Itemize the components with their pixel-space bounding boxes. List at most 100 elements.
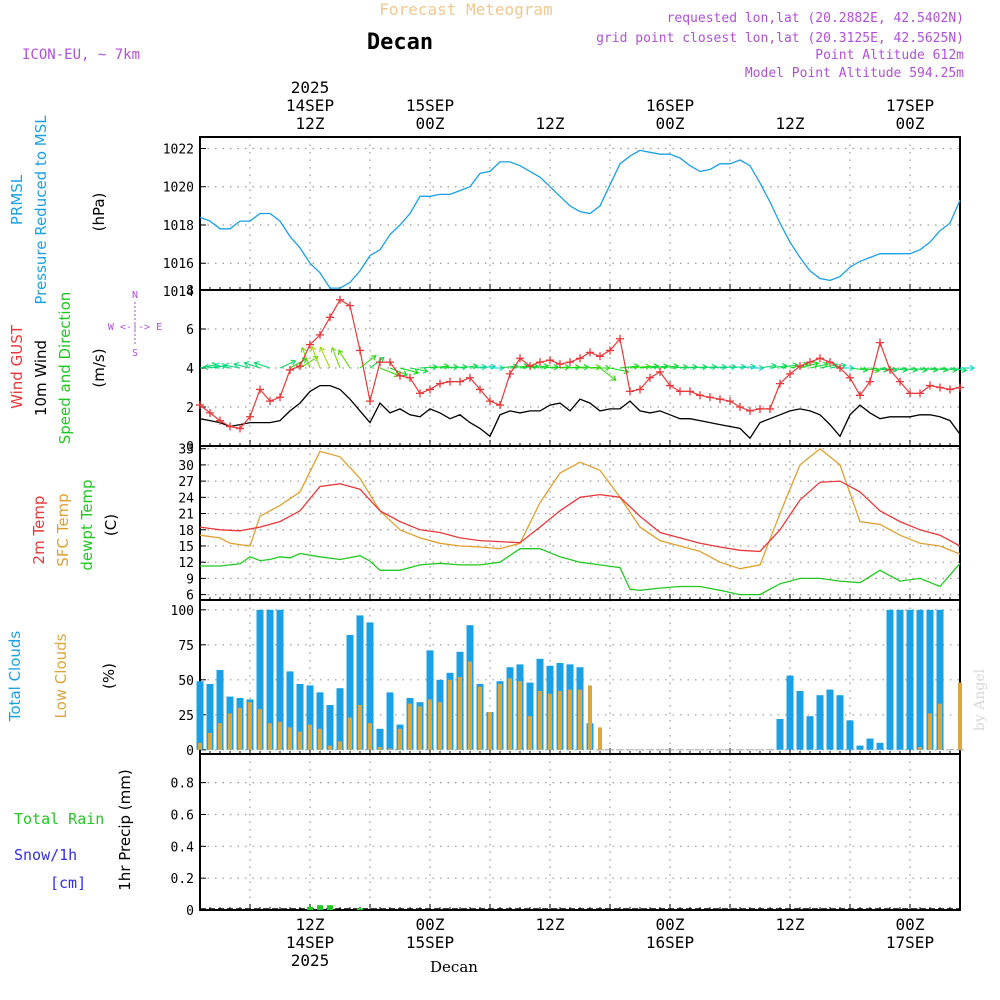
- wind-arrow-head: [422, 367, 429, 374]
- cloud-low-bar: [498, 684, 502, 750]
- wind-arrow-head: [740, 363, 747, 370]
- ytick-label: 6: [186, 589, 194, 604]
- cloud-low-bar: [528, 716, 532, 750]
- wind-arrow-head: [610, 375, 617, 381]
- wind-arrow-head: [338, 349, 344, 356]
- gust-marker: [306, 340, 314, 349]
- gust-marker: [956, 383, 964, 392]
- wind-arrow: [569, 366, 589, 369]
- gust-marker: [566, 358, 574, 367]
- wind-arrow: [949, 367, 967, 372]
- gust-marker: [406, 373, 414, 382]
- wind-arrow-head: [583, 364, 590, 371]
- ytick-label: 2: [186, 401, 194, 416]
- cloud-low-bar: [578, 689, 582, 750]
- gust-marker: [686, 387, 694, 396]
- cloud-low-bar: [408, 703, 412, 750]
- bottom-time-label: 00Z: [896, 915, 925, 934]
- bottom-caption: Decan: [430, 958, 478, 976]
- cloud-low-bar: [228, 713, 232, 750]
- location-title: Decan: [367, 30, 433, 55]
- wind-arrow: [539, 366, 559, 369]
- series-line-2m-temp: [199, 480, 961, 553]
- wind-arrow-head: [813, 361, 820, 368]
- rain-bar: [307, 906, 313, 910]
- compass-south: S: [132, 348, 138, 359]
- ytick-label: 27: [178, 475, 194, 490]
- gust-marker: [806, 358, 814, 367]
- gust-marker: [726, 397, 734, 406]
- cloud-total-bar: [796, 691, 804, 750]
- cloud-total-bar: [286, 671, 294, 750]
- cloud-total-bar: [346, 635, 354, 750]
- cloud-low-bar: [538, 691, 542, 750]
- cloud-low-bar: [288, 727, 292, 750]
- cloud-low-bar: [448, 679, 452, 750]
- top-time-label: 2025: [291, 78, 330, 97]
- pressure-unit: (hPa): [90, 193, 108, 232]
- gust-marker: [886, 365, 894, 374]
- gust-marker: [466, 373, 474, 382]
- ytick-label: 8: [186, 284, 194, 299]
- gust-marker: [386, 358, 394, 367]
- wind-arrow: [659, 365, 679, 369]
- cloud-low-bar: [938, 703, 942, 750]
- bottom-time-label: 12Z: [776, 915, 805, 934]
- gust-marker: [206, 408, 214, 417]
- wind-arrow-head: [481, 363, 488, 371]
- series-line-dewpt-temp: [200, 548, 961, 596]
- top-time-label: 00Z: [656, 114, 685, 133]
- gust-marker: [346, 301, 354, 310]
- wind-arrow: [399, 367, 419, 374]
- wind-arrow: [429, 365, 449, 369]
- gust-marker: [936, 383, 944, 392]
- top-time-label: 17SEP: [886, 96, 934, 115]
- cloud-low-bar: [558, 691, 562, 750]
- cloud-total-bar: [876, 742, 884, 750]
- gust-marker: [826, 358, 834, 367]
- gust-marker: [366, 397, 374, 406]
- wind-arrows: [199, 345, 976, 381]
- wind-arrow: [899, 367, 918, 371]
- panel-frame: [199, 445, 961, 601]
- wind-arrow: [809, 363, 829, 369]
- wind-arrow: [338, 349, 351, 369]
- ytick-label: 1022: [163, 142, 194, 157]
- cloud-low-bar: [548, 693, 552, 750]
- wind-arrow-head: [758, 364, 765, 372]
- sfc-temp-label: SFC Temp: [54, 493, 72, 566]
- top-time-label: 16SEP: [646, 96, 694, 115]
- wind-unit: (m/s): [90, 348, 108, 387]
- wind-arrow: [369, 357, 385, 369]
- snow-unit-label: [cm]: [50, 874, 86, 892]
- wind-arrow-head: [378, 356, 385, 363]
- model-altitude: Model Point Altitude 594.25m: [745, 66, 964, 81]
- cloud-low-bar: [358, 705, 362, 750]
- gust-marker: [396, 371, 404, 380]
- gust-marker: [546, 356, 554, 365]
- top-time-label: 12Z: [776, 114, 805, 133]
- gust-marker: [236, 424, 244, 433]
- cloud-low-bar: [428, 699, 432, 750]
- cloud-total-bar: [216, 670, 224, 750]
- temp2m-label: 2m Temp: [30, 496, 48, 565]
- gust-marker: [736, 403, 744, 411]
- ytick-label: 15: [178, 540, 194, 555]
- wind-arrow-head: [370, 355, 377, 361]
- wind-arrow: [799, 362, 819, 369]
- cloud-low-bar: [338, 741, 342, 750]
- gust-marker: [846, 373, 854, 382]
- cloud-low-bar: [248, 702, 252, 750]
- wind-arrow-head: [663, 363, 669, 370]
- wind-arrow: [529, 365, 549, 369]
- wind-arrow: [919, 367, 938, 371]
- wind-arrow-head: [223, 362, 230, 369]
- gust-marker: [776, 379, 784, 388]
- panel-5: 0 0.2 0.4 0.6 0.8: [171, 753, 961, 919]
- cloud-total-bar: [936, 609, 944, 750]
- gust-marker: [606, 346, 614, 355]
- wind-arrow-head: [605, 364, 611, 372]
- wind-arrow-head: [290, 359, 297, 366]
- gust-marker: [836, 364, 844, 372]
